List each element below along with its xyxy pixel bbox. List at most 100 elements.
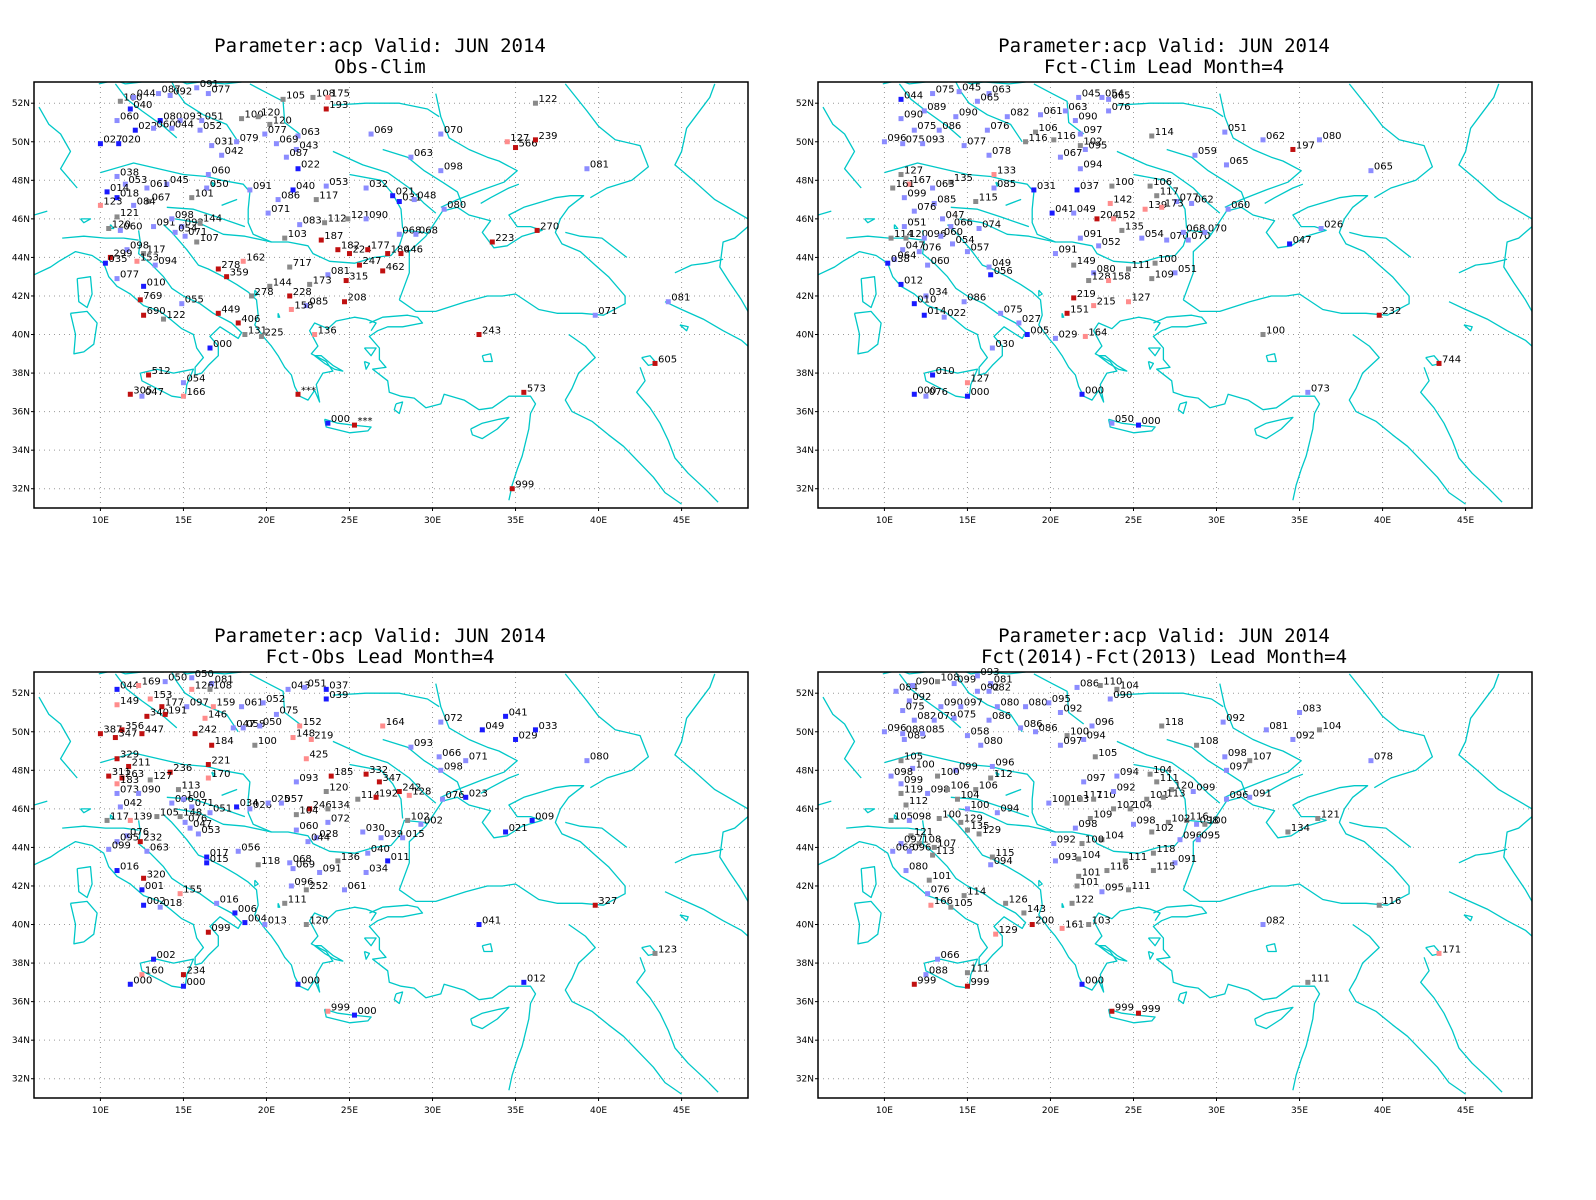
station-value: 102 (1171, 813, 1190, 824)
station-value: 081 (671, 293, 690, 304)
station-value: 061 (1044, 106, 1063, 117)
station-marker (204, 185, 210, 191)
station-marker (1165, 819, 1171, 825)
station-value: 005 (1030, 326, 1049, 337)
lat-tick-label: 38N (12, 959, 30, 969)
station-marker (938, 704, 944, 710)
station-marker (368, 131, 374, 137)
station-marker (1172, 860, 1178, 866)
coastline (332, 740, 437, 804)
station-marker (303, 887, 309, 893)
station-value: 144 (273, 277, 292, 288)
station-value: 051 (213, 804, 232, 815)
coastline (864, 808, 876, 814)
station-marker (363, 216, 369, 222)
lon-tick-label: 20E (258, 1106, 275, 1116)
station-marker (192, 731, 198, 737)
station-marker (204, 854, 210, 860)
coastline (842, 840, 989, 965)
station-marker (345, 216, 351, 222)
station-marker (1057, 154, 1063, 160)
coastline (950, 206, 1030, 228)
station-value: 026 (1324, 219, 1343, 230)
station-value: 134 (331, 800, 350, 811)
lon-tick-label: 35E (1291, 516, 1308, 526)
coastline (818, 850, 844, 866)
station-marker (293, 779, 299, 785)
station-marker (114, 756, 120, 762)
station-marker (175, 787, 181, 793)
station-value: 098 (1228, 748, 1247, 759)
station-value: 099 (211, 923, 230, 934)
station-value: 161 (1065, 919, 1084, 930)
coastline (884, 752, 1212, 854)
station-marker (923, 972, 929, 978)
station-value: 111 (1132, 260, 1151, 271)
station-marker (355, 796, 361, 802)
station-marker (146, 372, 152, 378)
station-marker (215, 266, 221, 272)
station-marker (891, 256, 897, 262)
station-value: 270 (540, 221, 559, 232)
station-marker (207, 345, 213, 351)
station-marker (360, 829, 366, 835)
station-value: 744 (1442, 354, 1461, 365)
station-value: 449 (221, 304, 240, 315)
station-marker (930, 91, 936, 97)
lat-tick-label: 36N (796, 408, 814, 418)
station-value: 102 (1155, 823, 1174, 834)
station-value: 045 (1082, 88, 1101, 99)
station-marker (1194, 742, 1200, 748)
station-marker (911, 301, 917, 307)
station-value: 094 (1083, 160, 1102, 171)
station-marker (275, 197, 281, 203)
station-marker (438, 131, 444, 137)
coastline (882, 672, 1026, 675)
map-frame (817, 81, 1533, 509)
station-value: 115 (995, 848, 1014, 859)
station-marker (1316, 727, 1322, 733)
station-value: 102 (1117, 800, 1136, 811)
coastline (1348, 673, 1434, 789)
station-value: 038 (120, 167, 139, 178)
station-value: 066 (941, 950, 960, 961)
station-value: 053 (128, 175, 147, 186)
lat-tick-label: 48N (12, 766, 30, 776)
station-value: 139 (133, 811, 152, 822)
station-value: 053 (329, 177, 348, 188)
station-marker (1069, 900, 1075, 906)
station-marker (1081, 779, 1087, 785)
station-value: 086 (992, 711, 1011, 722)
coastline (1133, 763, 1188, 819)
station-marker (1081, 736, 1087, 742)
station-marker (532, 727, 538, 733)
coastline (1116, 102, 1224, 118)
panel-fct-diff: Parameter:acp Valid: JUN 2014 Fct(2014)-… (784, 590, 1544, 1150)
station-value: 097 (1087, 773, 1106, 784)
station-value: 096 (294, 877, 313, 888)
station-marker (1114, 773, 1120, 779)
station-value: 104 (1322, 721, 1341, 732)
lat-tick-label: 40N (12, 331, 30, 341)
coastline (923, 958, 979, 989)
station-value: 113 (1166, 788, 1185, 799)
lat-tick-label: 34N (796, 1036, 814, 1046)
station-marker (906, 848, 912, 854)
lat-tick-label: 44N (796, 843, 814, 853)
station-value: 135 (954, 173, 973, 184)
station-marker (503, 829, 509, 835)
station-marker (920, 141, 926, 147)
station-marker (1057, 709, 1063, 715)
station-value: 107 (1253, 752, 1272, 763)
station-marker (900, 708, 906, 714)
station-marker (114, 276, 120, 282)
station-marker (931, 200, 937, 206)
station-marker (911, 127, 917, 133)
station-value: 243 (482, 326, 501, 337)
lat-tick-label: 36N (796, 998, 814, 1008)
station-marker (1076, 873, 1082, 879)
coastline (565, 231, 628, 258)
station-marker (295, 391, 301, 397)
station-value: 060 (944, 227, 963, 238)
station-value: 073 (1311, 383, 1330, 394)
